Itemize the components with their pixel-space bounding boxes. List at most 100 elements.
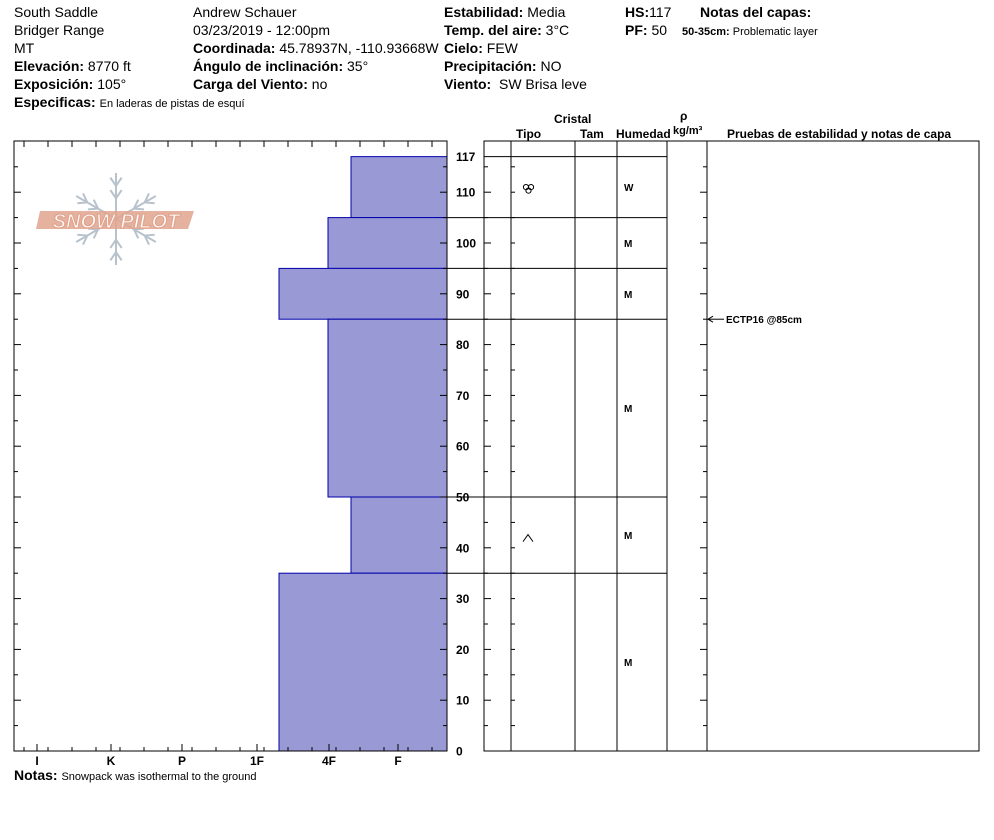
depth-tick-label: 70	[456, 389, 470, 403]
notes-value: Snowpack was isothermal to the ground	[61, 771, 257, 783]
moisture-label: M	[624, 290, 632, 301]
flake-branch	[144, 233, 155, 237]
air-temp-value: 3°C	[545, 22, 570, 38]
elevation-label: Elevación:	[14, 58, 85, 74]
pf-row: PF: 50	[625, 22, 667, 38]
melt-freeze-icon	[525, 187, 532, 194]
hardness-bar	[350, 496, 448, 574]
stability-row: Estabilidad: Media	[444, 4, 565, 20]
hardness-tick-label: I	[35, 754, 38, 768]
hs-value: 117	[649, 4, 672, 20]
hardness-tick-label: 1F	[250, 754, 264, 768]
range-name: Bridger Range	[14, 22, 105, 38]
coordinate-value: 45.78937N, -110.93668W	[279, 40, 439, 56]
depth-tick-label: 60	[456, 440, 470, 454]
layer-note-row: 50-35cm: Problematic layer	[682, 24, 818, 40]
specifics-label: Especificas:	[14, 94, 96, 110]
notes-row: Notas: Snowpack was isothermal to the gr…	[14, 767, 257, 785]
flake-branch	[92, 228, 99, 239]
aspect-label: Exposición:	[14, 76, 94, 92]
test-marker-arrow	[707, 315, 714, 323]
moisture-header: Humedad	[616, 127, 671, 141]
wind-row: Viento: SW Brisa leve	[444, 76, 587, 92]
depth-tick-label: 20	[456, 643, 470, 657]
layer-note-range: 50-35cm:	[682, 26, 730, 38]
hardness-tick-label: 4F	[322, 754, 336, 768]
snowpilot-logo: SNOW PILOT	[36, 173, 194, 265]
observer-name: Andrew Schauer	[193, 4, 297, 20]
moisture-label: M	[624, 404, 632, 415]
sky-value: FEW	[486, 40, 518, 56]
wind-load-row: Carga del Viento: no	[193, 76, 327, 92]
depth-tick-label: 10	[456, 694, 470, 708]
moisture-label: W	[624, 183, 634, 194]
aspect-row: Exposición: 105°	[14, 76, 126, 92]
layer-table-frame	[483, 140, 980, 752]
flake-branch	[88, 207, 99, 211]
depth-tick-label: 0	[456, 745, 463, 759]
flake-branch	[109, 251, 117, 261]
notes-label: Notas:	[14, 767, 58, 783]
hardness-bar	[350, 156, 448, 219]
slope-row: Ángulo de inclinación: 35°	[193, 58, 368, 74]
aspect-value: 105°	[97, 76, 127, 92]
flake-branch	[143, 235, 150, 246]
flake-branch	[144, 201, 155, 205]
flake-branch	[115, 189, 123, 199]
elevation-value: 8770 ft	[87, 58, 131, 74]
depth-tick-label: 90	[456, 287, 470, 301]
slope-value: 35°	[347, 58, 369, 74]
precip-value: NO	[540, 58, 562, 74]
hardness-tick-label: F	[394, 754, 401, 768]
flake-branch	[109, 239, 117, 249]
sky-label: Cielo:	[444, 40, 483, 56]
specifics-value: En laderas de pistas de esquí	[99, 98, 245, 110]
flake-branch	[115, 239, 123, 249]
coordinate-row: Coordinada: 45.78937N, -110.93668W	[193, 40, 439, 56]
layer-note-text: Problematic layer	[732, 26, 818, 38]
coordinate-label: Coordinada:	[193, 40, 276, 56]
slope-label: Ángulo de inclinación:	[193, 58, 344, 74]
layer-notes-label: Notas del capas:	[700, 4, 812, 20]
density-unit-header: kg/m³	[673, 125, 703, 137]
state-name: MT	[14, 40, 35, 56]
depth-tick-label: 110	[456, 186, 476, 200]
flake-branch	[109, 177, 117, 187]
specifics-row: Especificas: En laderas de pistas de esq…	[14, 94, 245, 112]
tests-header: Pruebas de estabilidad y notas de capa	[727, 127, 952, 141]
hardness-bar	[327, 217, 448, 269]
flake-branch	[115, 177, 123, 187]
air-temp-row: Temp. del aire: 3°C	[444, 22, 569, 38]
flake-branch	[109, 189, 117, 199]
flake-branch	[77, 233, 88, 237]
hardness-tick-label: P	[178, 754, 186, 768]
hardness-bar	[327, 318, 448, 498]
wind-load-value: no	[311, 76, 328, 92]
hs-row: HS:117	[625, 4, 671, 20]
flake-branch	[133, 199, 140, 210]
precip-label: Precipitación:	[444, 58, 537, 74]
wind-label: Viento:	[444, 76, 492, 92]
pf-value: 50	[651, 22, 668, 38]
hardness-tick-label: K	[107, 754, 116, 768]
depth-tick-label: 100	[456, 237, 476, 251]
moisture-label: M	[624, 531, 632, 542]
rho-header: ρ	[680, 109, 688, 123]
hardness-bar	[278, 572, 448, 752]
depth-tick-label: 50	[456, 491, 470, 505]
stability-label: Estabilidad:	[444, 4, 524, 20]
crystal-header: Cristal	[554, 112, 592, 126]
wind-value: SW Brisa leve	[498, 76, 587, 92]
sky-row: Cielo: FEW	[444, 40, 518, 56]
flake-branch	[115, 251, 123, 261]
hs-label: HS:	[625, 4, 650, 20]
logo-banner	[36, 211, 194, 229]
location-name: South Saddle	[14, 4, 99, 20]
flake-branch	[143, 192, 150, 203]
stability-value: Media	[527, 4, 566, 20]
flake-branch	[133, 228, 140, 239]
elevation-row: Elevación: 8770 ft	[14, 58, 131, 74]
size-header: Tam	[580, 127, 604, 141]
moisture-label: M	[624, 658, 632, 669]
